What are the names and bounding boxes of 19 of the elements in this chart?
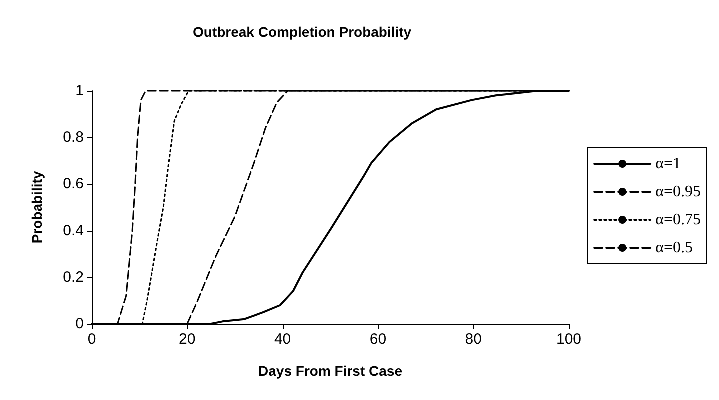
x-tick-label: 60 [370,331,387,348]
x-tick-label: 0 [88,331,96,348]
y-tick-label: 0 [76,316,84,332]
chart-title: Outbreak Completion Probability [193,24,412,40]
legend-label: α=0.5 [656,240,693,256]
y-axis-title: Probability [29,171,45,244]
legend-label: α=1 [656,156,681,172]
x-tick-label: 40 [274,331,292,348]
legend-label: α=0.95 [656,184,701,200]
legend-label: α=0.75 [656,212,701,228]
x-axis-title: Days From First Case [258,363,403,379]
x-tick-label: 100 [556,331,582,348]
x-tick-label: 20 [179,331,196,348]
y-tick-label: 0.2 [63,268,84,286]
x-tick-label: 80 [465,331,482,348]
y-tick-label: 0.4 [63,222,84,240]
y-tick-label: 0.8 [63,129,84,146]
y-tick-label: 0.6 [63,176,84,193]
y-tick-label: 1 [76,82,84,100]
